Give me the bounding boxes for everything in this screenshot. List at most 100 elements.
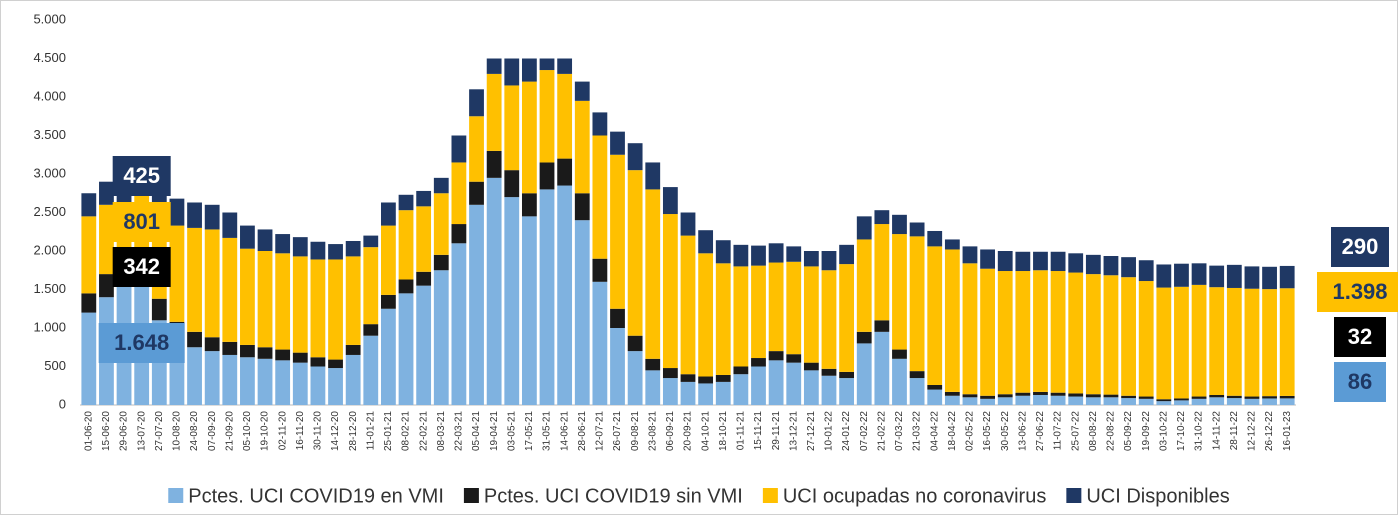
bar-segment: [486, 73, 502, 151]
bar-segment: [786, 354, 802, 363]
bar-segment: [204, 229, 220, 338]
x-tick-label: 27-12-21: [806, 411, 817, 451]
bar-segment: [1103, 256, 1119, 276]
bar-segment: [557, 73, 573, 159]
x-tick-label: 15-11-21: [753, 411, 764, 451]
bar-segment: [574, 193, 590, 221]
y-tick-label: 1.000: [33, 319, 66, 334]
x-tick-label: 03-05-21: [506, 411, 517, 451]
y-tick-label: 5.000: [33, 11, 66, 26]
x-tick-label: 22-02-21: [418, 411, 429, 451]
legend-label: UCI ocupadas no coronavirus: [783, 485, 1046, 507]
bar-segment: [909, 378, 925, 405]
bar-segment: [187, 331, 202, 348]
bar-segment: [557, 158, 573, 186]
bar-segment: [786, 246, 802, 262]
y-tick-label: 4.500: [33, 50, 66, 65]
bar-segment: [1103, 394, 1119, 398]
bar-segment: [1209, 287, 1225, 395]
x-tick-label: 20-09-21: [683, 411, 694, 451]
bar-segment: [610, 328, 625, 405]
bar-segment: [1085, 394, 1101, 398]
bar-segment: [1103, 275, 1119, 395]
data-label: 801: [123, 209, 160, 234]
bar-segment: [1015, 392, 1031, 396]
bar-segment: [821, 270, 837, 369]
bar-segment: [187, 202, 202, 228]
bar-segment: [398, 194, 414, 211]
bar-segment: [222, 354, 238, 405]
x-tick-label: 25-07-22: [1070, 411, 1081, 451]
bar-segment: [1174, 263, 1189, 287]
x-tick-label: 08-08-22: [1088, 411, 1099, 451]
bar-segment: [1226, 398, 1242, 405]
bar-segment: [680, 374, 696, 382]
bar-segment: [627, 351, 643, 405]
bar-segment: [927, 389, 943, 405]
bar-segment: [469, 89, 484, 117]
legend-swatch: [168, 488, 184, 503]
bar-segment: [539, 189, 555, 405]
bar-segment: [662, 187, 678, 215]
bar-segment: [1085, 274, 1101, 395]
bar-segment: [169, 225, 185, 322]
bar-segment: [1068, 253, 1084, 273]
bar-segment: [1209, 397, 1225, 405]
bar-segment: [292, 352, 308, 363]
bar-segment: [1191, 398, 1207, 405]
bar-segment: [1085, 397, 1101, 405]
bar-segment: [328, 368, 343, 405]
x-tick-label: 30-05-22: [1000, 411, 1011, 451]
bar-segment: [1191, 284, 1207, 397]
bar-segment: [81, 216, 97, 294]
bar-segment: [927, 230, 943, 247]
x-tick-label: 14-06-21: [559, 411, 570, 451]
bar-segment: [398, 293, 414, 405]
bar-segment: [416, 190, 432, 207]
bar-segment: [204, 337, 220, 352]
bar-segment: [345, 240, 361, 257]
x-tick-label: 18-04-22: [947, 411, 958, 451]
bar-segment: [1262, 398, 1277, 405]
bar-segment: [539, 162, 555, 190]
x-tick-label: 12-07-21: [595, 411, 606, 451]
bar-segment: [275, 234, 291, 254]
bar-segment: [1209, 394, 1225, 398]
bar-segment: [1279, 398, 1295, 405]
bar-segment: [680, 212, 696, 236]
x-tick-label: 24-08-20: [189, 411, 200, 451]
bar-segment: [504, 170, 520, 198]
bar-segment: [751, 358, 766, 367]
legend-label: Pctes. UCI COVID19 sin VMI: [484, 485, 743, 507]
x-tick-label: 14-12-20: [330, 411, 341, 451]
bar-segment: [997, 251, 1013, 272]
bar-segment: [874, 331, 890, 405]
x-tick-label: 25-01-21: [383, 411, 394, 451]
bar-segment: [698, 253, 714, 377]
bar-segment: [698, 376, 714, 384]
bar-segment: [292, 362, 308, 405]
bar-segment: [81, 312, 97, 405]
data-label-box: [112, 156, 171, 196]
bar-segment: [874, 210, 890, 225]
bar-segment: [680, 235, 696, 375]
bar-segment: [803, 370, 819, 405]
bar-segment: [1138, 398, 1154, 405]
bar-segment: [504, 197, 520, 405]
bar-segment: [345, 344, 361, 355]
bar-segment: [398, 279, 414, 294]
legend-swatch: [463, 488, 479, 503]
bar-segment: [1050, 395, 1066, 405]
bar-segment: [1121, 277, 1136, 396]
bar-segment: [187, 347, 202, 405]
bar-segment: [1262, 396, 1277, 399]
bar-segment: [381, 308, 396, 405]
bar-segment: [856, 239, 872, 332]
x-tick-label: 02-05-22: [965, 411, 976, 451]
bar-segment: [521, 216, 537, 405]
x-tick-label: 16-05-22: [982, 411, 993, 451]
x-tick-label: 05-10-20: [242, 411, 253, 451]
bar-segment: [1156, 399, 1172, 402]
x-tick-label: 03-10-22: [1158, 411, 1169, 451]
